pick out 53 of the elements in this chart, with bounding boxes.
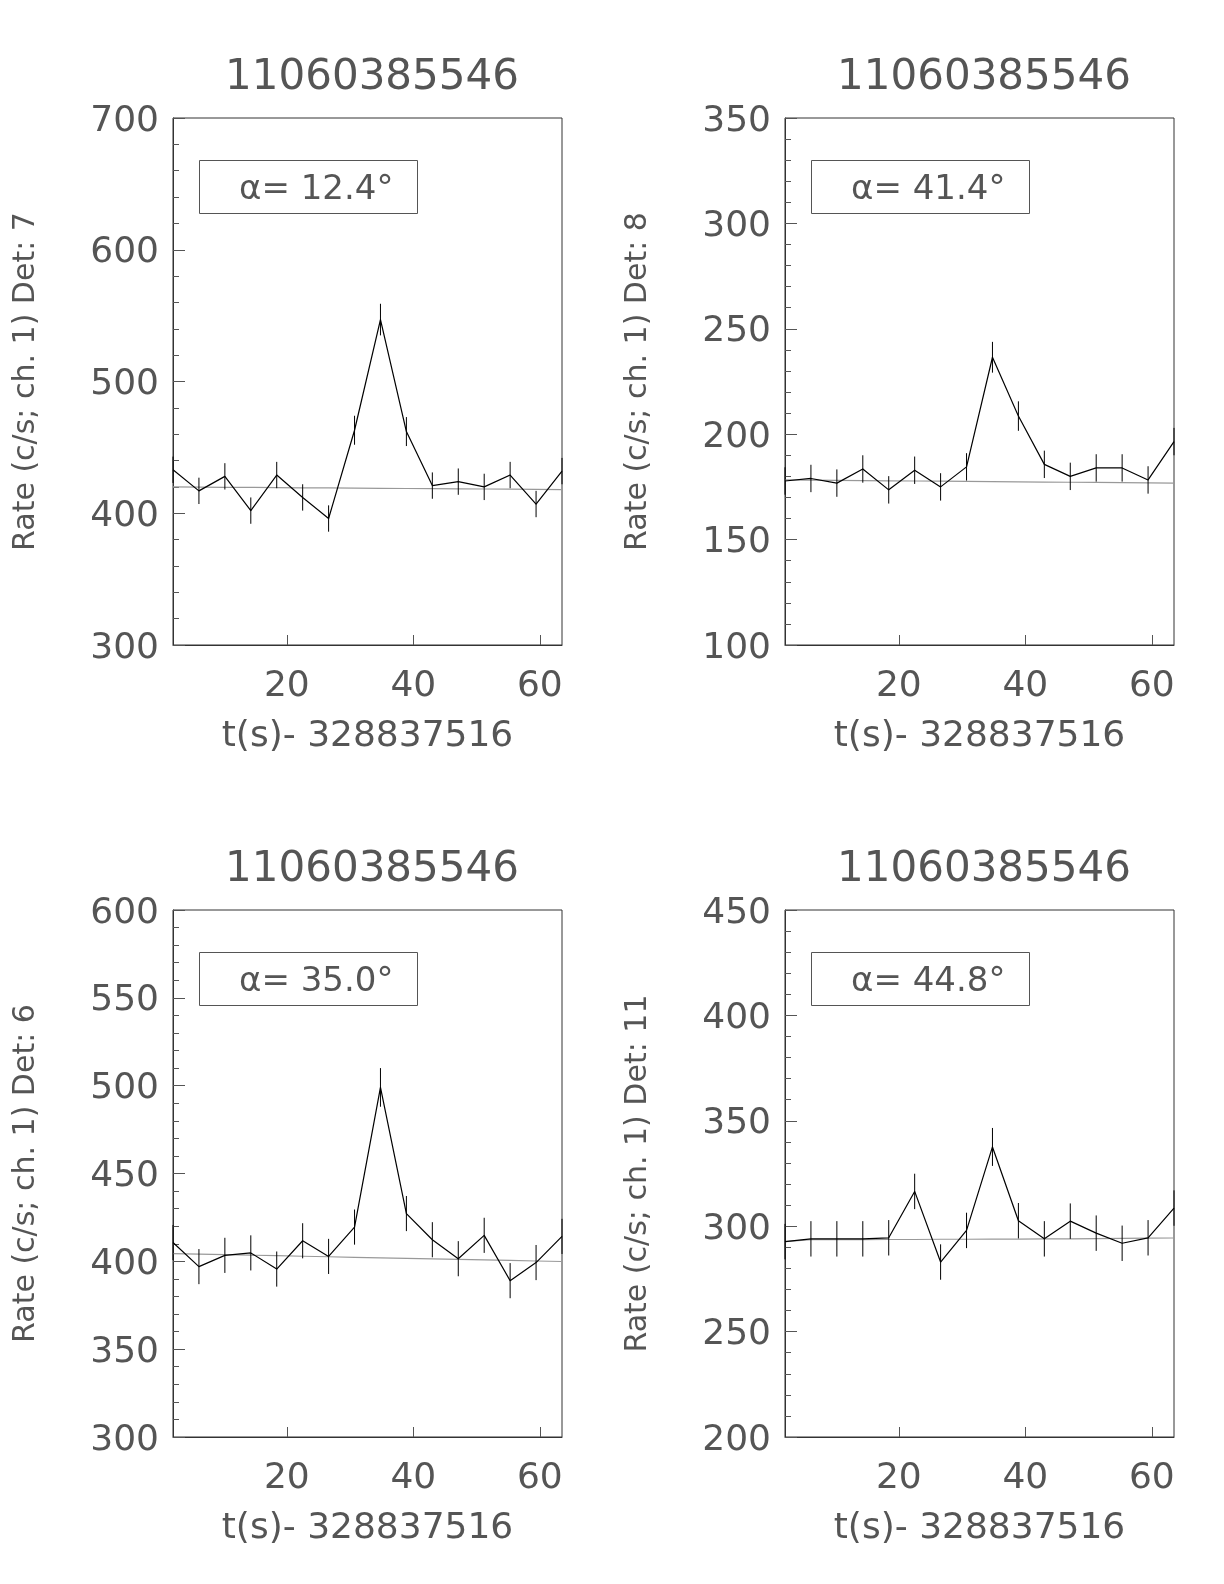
y-tick-label: 300	[702, 202, 771, 244]
y-tick-label: 450	[90, 1153, 159, 1194]
y-tick-label: 400	[90, 1240, 159, 1282]
y-tick-label: 500	[90, 361, 159, 402]
y-tick-label: 350	[702, 97, 771, 139]
y-tick-label: 600	[90, 889, 159, 931]
x-tick-label: 60	[516, 1454, 563, 1496]
x-tick-label: 20	[263, 1454, 310, 1496]
y-tick-label: 350	[90, 1328, 159, 1370]
x-tick-label: 60	[1128, 662, 1175, 704]
y-tick-label: 300	[702, 1205, 771, 1247]
y-tick-label: 600	[90, 229, 159, 271]
y-tick-label: 550	[90, 977, 159, 1019]
y-tick-label: 300	[90, 624, 159, 666]
y-tick-label: 300	[90, 1416, 159, 1458]
line-series	[172, 1253, 563, 1263]
chart-title: 11060385546	[225, 841, 519, 891]
y-tick-label: 200	[702, 1416, 771, 1458]
annotation: α= 41.4°	[851, 167, 1006, 207]
y-tick-label: 500	[90, 1065, 159, 1107]
x-axis-title: t(s)- 328837516	[221, 712, 514, 754]
y-tick-label: 700	[90, 97, 159, 139]
annotation: α= 35.0°	[239, 959, 394, 999]
annotation: α= 12.4°	[239, 167, 394, 207]
chart-title: 11060385546	[225, 49, 519, 99]
x-tick-label: 40	[390, 1454, 437, 1496]
x-tick-label: 40	[390, 662, 437, 704]
x-axis-title: t(s)- 328837516	[833, 1504, 1126, 1546]
y-tick-label: 200	[702, 413, 771, 455]
y-tick-label: 450	[702, 889, 771, 931]
y-tick-label: 150	[702, 519, 771, 561]
x-tick-label: 20	[875, 662, 922, 704]
chart-title: 11060385546	[837, 841, 1131, 891]
y-tick-label: 400	[90, 492, 159, 534]
x-tick-label: 20	[875, 1454, 922, 1496]
x-tick-label: 60	[516, 662, 563, 704]
y-axis-title: Rate (c/s; ch. 1) Det: 8	[617, 212, 653, 551]
y-tick-label: 100	[702, 624, 771, 666]
y-axis-title: Rate (c/s; ch. 1) Det: 6	[5, 1004, 41, 1343]
x-tick-label: 40	[1002, 662, 1049, 704]
chart-title: 11060385546	[837, 49, 1131, 99]
y-tick-label: 250	[702, 1311, 771, 1353]
y-tick-label: 400	[702, 994, 771, 1036]
x-tick-label: 60	[1128, 1454, 1175, 1496]
x-tick-label: 20	[263, 662, 310, 704]
annotation: α= 44.8°	[851, 959, 1006, 999]
x-axis-title: t(s)- 328837516	[221, 1504, 514, 1546]
y-tick-label: 250	[702, 308, 771, 350]
y-axis-title: Rate (c/s; ch. 1) Det: 7	[5, 212, 41, 551]
y-tick-label: 350	[702, 1100, 771, 1142]
y-axis-title: Rate (c/s; ch. 1) Det: 11	[617, 994, 653, 1353]
x-axis-title: t(s)- 328837516	[833, 712, 1126, 754]
x-tick-label: 40	[1002, 1454, 1049, 1496]
